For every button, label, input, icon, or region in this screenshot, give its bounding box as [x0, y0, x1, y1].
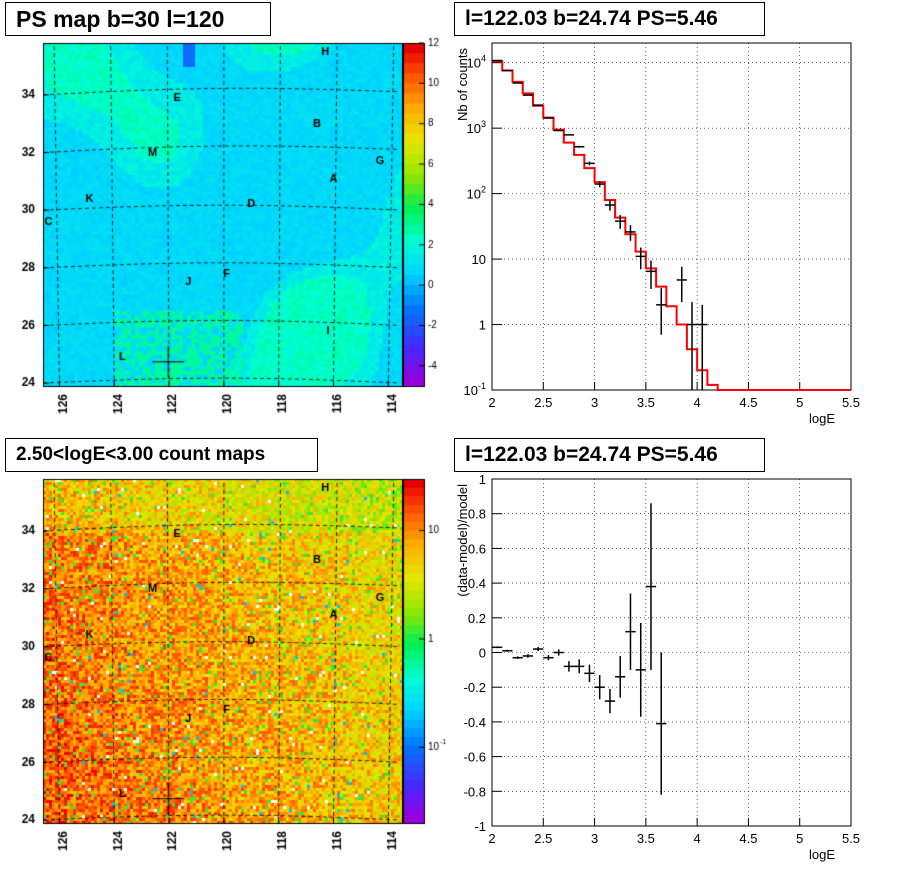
- spectrum-y-tick-label: 104: [467, 54, 486, 71]
- spectrum-x-tick-label: 5.5: [842, 395, 860, 410]
- residual-x-tick-label: 3.5: [637, 831, 655, 846]
- spectrum-x-tick-label: 3: [591, 395, 598, 410]
- residual-x-label: logE: [809, 847, 835, 862]
- residual-x-tick-label: 4: [694, 831, 701, 846]
- residual-y-tick-label: 0: [479, 646, 486, 661]
- residual-y-tick-label: -0.8: [464, 784, 486, 799]
- spectrum-model-line: [492, 60, 851, 391]
- ps-map-title: PS map b=30 l=120: [5, 2, 271, 36]
- residual-title: l=122.03 b=24.74 PS=5.46: [454, 438, 765, 472]
- residual-y-tick-label: -0.4: [464, 715, 486, 730]
- spectrum-y-label: Nb of counts: [455, 48, 470, 121]
- residual-y-tick-label: -0.6: [464, 750, 486, 765]
- residual-x-tick-label: 2.5: [534, 831, 552, 846]
- spectrum-x-tick-label: 4: [694, 395, 701, 410]
- residual-y-tick-label: -0.2: [464, 680, 486, 695]
- count-map-title: 2.50<logE<3.00 count maps: [5, 438, 318, 472]
- residual-y-tick-label: -1: [474, 819, 486, 834]
- spectrum-y-tick-label: 10: [472, 252, 486, 267]
- residual-x-tick-label: 3: [591, 831, 598, 846]
- spectrum-x-label: logE: [809, 411, 835, 426]
- residual-frame: [491, 478, 852, 827]
- spectrum-x-tick-label: 2: [488, 395, 495, 410]
- spectrum-y-tick-label: 103: [467, 119, 486, 136]
- residual-y-tick-label: 0.8: [468, 507, 486, 522]
- residual-x-tick-label: 5: [796, 831, 803, 846]
- spectrum-x-tick-label: 2.5: [534, 395, 552, 410]
- residual-x-tick-label: 5.5: [842, 831, 860, 846]
- residual-y-tick-label: 0.4: [468, 576, 486, 591]
- residual-y-tick-label: 0.2: [468, 611, 486, 626]
- spectrum-y-tick-label: 1: [479, 318, 486, 333]
- spectrum-y-tick-label: 10-1: [464, 381, 486, 398]
- residual-y-label: (data-model)/model: [455, 484, 470, 597]
- spectrum-x-tick-label: 4.5: [739, 395, 757, 410]
- residual-x-tick-label: 2: [488, 831, 495, 846]
- spectrum-y-tick-label: 102: [467, 185, 486, 202]
- spectrum-title: l=122.03 b=24.74 PS=5.46: [454, 2, 765, 36]
- spectrum-frame: [491, 42, 852, 391]
- residual-x-tick-label: 4.5: [739, 831, 757, 846]
- residual-y-tick-label: 0.6: [468, 541, 486, 556]
- spectrum-x-tick-label: 5: [796, 395, 803, 410]
- spectrum-x-tick-label: 3.5: [637, 395, 655, 410]
- residual-y-tick-label: 1: [479, 472, 486, 487]
